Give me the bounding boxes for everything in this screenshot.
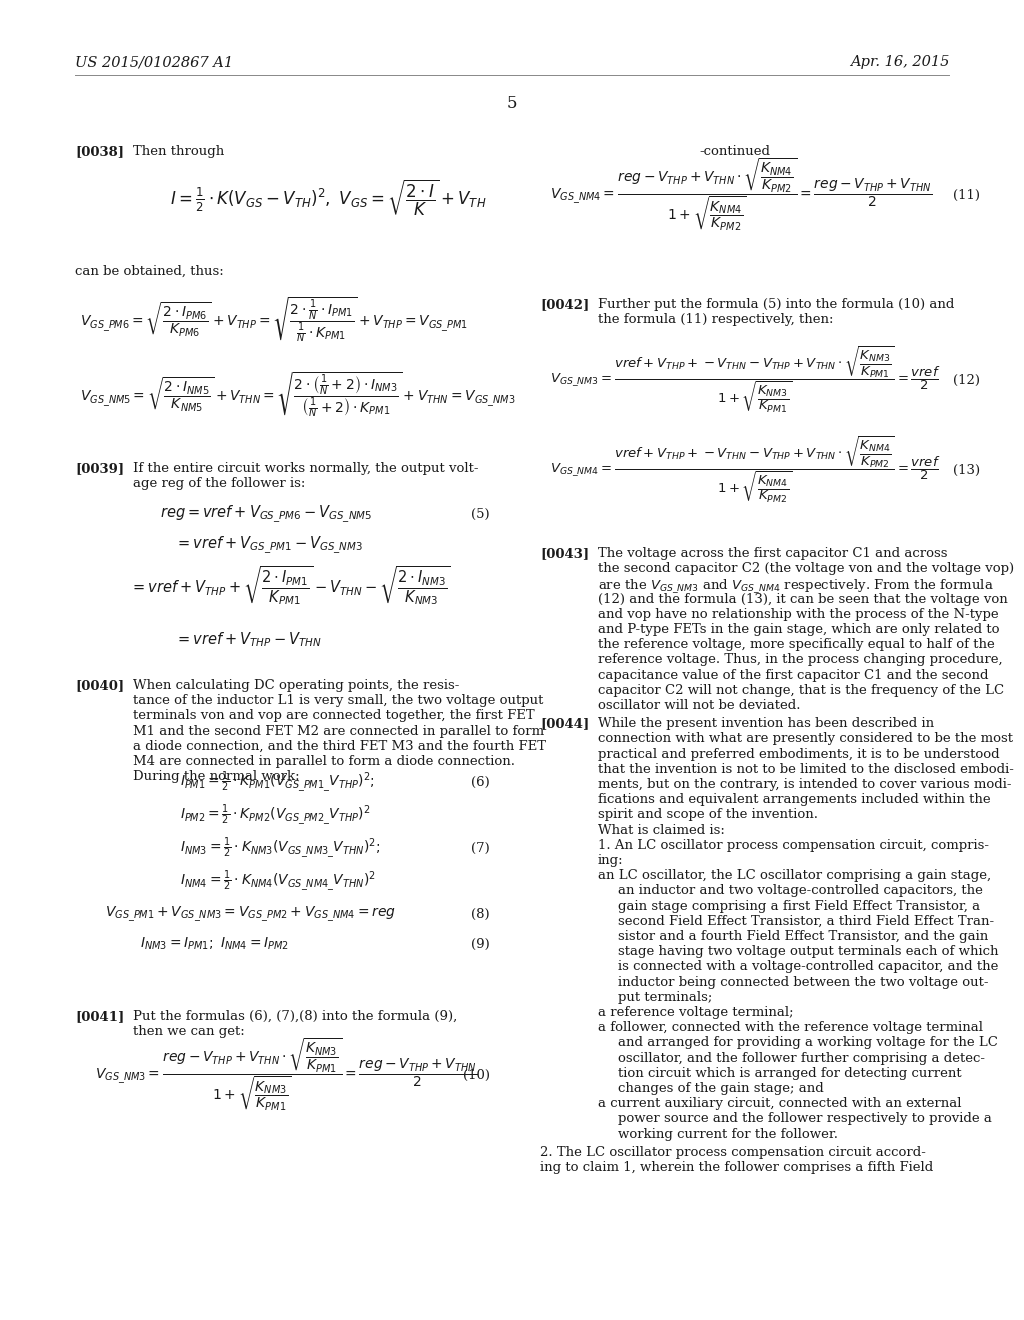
Text: $V_{GS\_NM3} = \dfrac{vref + V_{THP} + -V_{THN} - V_{THP} + V_{THN} \cdot \sqrt{: $V_{GS\_NM3} = \dfrac{vref + V_{THP} + -…: [550, 345, 940, 416]
Text: are the $V_{GS\_NM3}$ and $V_{GS\_NM4}$ respectively. From the formula: are the $V_{GS\_NM3}$ and $V_{GS\_NM4}$ …: [598, 577, 993, 595]
Text: ments, but on the contrary, is intended to cover various modi-: ments, but on the contrary, is intended …: [598, 777, 1012, 791]
Text: (11): (11): [953, 189, 980, 202]
Text: While the present invention has been described in: While the present invention has been des…: [598, 717, 934, 730]
Text: 1. An LC oscillator process compensation circuit, compris-: 1. An LC oscillator process compensation…: [598, 838, 989, 851]
Text: [0044]: [0044]: [540, 717, 589, 730]
Text: capacitor C2 will not change, that is the frequency of the LC: capacitor C2 will not change, that is th…: [598, 684, 1005, 697]
Text: $I_{NM4} = \frac{1}{2} \cdot K_{NM4}(V_{GS\_NM4\_}V_{THN})^2$: $I_{NM4} = \frac{1}{2} \cdot K_{NM4}(V_{…: [180, 869, 376, 894]
Text: $I_{NM3} = I_{PM1};\ I_{NM4} = I_{PM2}$: $I_{NM3} = I_{PM1};\ I_{NM4} = I_{PM2}$: [140, 936, 289, 952]
Text: (7): (7): [471, 842, 490, 854]
Text: $V_{GS\_PM6} = \sqrt{\dfrac{2 \cdot I_{PM6}}{K_{PM6}}} + V_{THP} = \sqrt{\dfrac{: $V_{GS\_PM6} = \sqrt{\dfrac{2 \cdot I_{P…: [80, 296, 468, 345]
Text: ing:: ing:: [598, 854, 624, 867]
Text: an LC oscillator, the LC oscillator comprising a gain stage,: an LC oscillator, the LC oscillator comp…: [598, 869, 991, 882]
Text: (5): (5): [471, 507, 490, 520]
Text: (6): (6): [471, 776, 490, 788]
Text: (10): (10): [463, 1068, 490, 1081]
Text: capacitance value of the first capacitor C1 and the second: capacitance value of the first capacitor…: [598, 669, 988, 681]
Text: [0043]: [0043]: [540, 546, 589, 560]
Text: M1 and the second FET M2 are connected in parallel to form: M1 and the second FET M2 are connected i…: [133, 725, 544, 738]
Text: $reg = vref + V_{GS\_PM6} - V_{GS\_NM5}$: $reg = vref + V_{GS\_PM6} - V_{GS\_NM5}$: [160, 503, 372, 524]
Text: that the invention is not to be limited to the disclosed embodi-: that the invention is not to be limited …: [598, 763, 1014, 776]
Text: [0042]: [0042]: [540, 298, 589, 312]
Text: second Field Effect Transistor, a third Field Effect Tran-: second Field Effect Transistor, a third …: [618, 915, 994, 928]
Text: working current for the follower.: working current for the follower.: [618, 1127, 838, 1140]
Text: age reg of the follower is:: age reg of the follower is:: [133, 477, 305, 490]
Text: (13): (13): [953, 463, 980, 477]
Text: a reference voltage terminal;: a reference voltage terminal;: [598, 1006, 794, 1019]
Text: $I = \frac{1}{2} \cdot K(V_{GS} - V_{TH})^2, \ V_{GS} = \sqrt{\dfrac{2 \cdot I}{: $I = \frac{1}{2} \cdot K(V_{GS} - V_{TH}…: [170, 178, 486, 218]
Text: then we can get:: then we can get:: [133, 1026, 245, 1038]
Text: an inductor and two voltage-controlled capacitors, the: an inductor and two voltage-controlled c…: [618, 884, 983, 898]
Text: and P-type FETs in the gain stage, which are only related to: and P-type FETs in the gain stage, which…: [598, 623, 999, 636]
Text: is connected with a voltage-controlled capacitor, and the: is connected with a voltage-controlled c…: [618, 961, 998, 973]
Text: fications and equivalent arrangements included within the: fications and equivalent arrangements in…: [598, 793, 990, 807]
Text: $V_{GS\_PM1} + V_{GS\_NM3} = V_{GS\_PM2} + V_{GS\_NM4} = reg$: $V_{GS\_PM1} + V_{GS\_NM3} = V_{GS\_PM2}…: [105, 904, 396, 924]
Text: Then through: Then through: [133, 145, 224, 158]
Text: When calculating DC operating points, the resis-: When calculating DC operating points, th…: [133, 678, 460, 692]
Text: $I_{PM1} = \frac{1}{2} \cdot K_{PM1}(V_{GS\_PM1\_}V_{THP})^2;$: $I_{PM1} = \frac{1}{2} \cdot K_{PM1}(V_{…: [180, 770, 375, 795]
Text: During the normal work:: During the normal work:: [133, 770, 300, 783]
Text: (12): (12): [953, 374, 980, 387]
Text: If the entire circuit works normally, the output volt-: If the entire circuit works normally, th…: [133, 462, 478, 475]
Text: (12) and the formula (13), it can be seen that the voltage von: (12) and the formula (13), it can be see…: [598, 593, 1008, 606]
Text: tance of the inductor L1 is very small, the two voltage output: tance of the inductor L1 is very small, …: [133, 694, 544, 708]
Text: inductor being connected between the two voltage out-: inductor being connected between the two…: [618, 975, 988, 989]
Text: [0038]: [0038]: [75, 145, 124, 158]
Text: $= vref + V_{THP} + \sqrt{\dfrac{2 \cdot I_{PM1}}{K_{PM1}}} - V_{THN} - \sqrt{\d: $= vref + V_{THP} + \sqrt{\dfrac{2 \cdot…: [130, 565, 451, 607]
Text: gain stage comprising a first Field Effect Transistor, a: gain stage comprising a first Field Effe…: [618, 900, 980, 912]
Text: $V_{GS\_NM4} = \dfrac{vref + V_{THP} + -V_{THN} - V_{THP} + V_{THN} \cdot \sqrt{: $V_{GS\_NM4} = \dfrac{vref + V_{THP} + -…: [550, 434, 940, 506]
Text: Apr. 16, 2015: Apr. 16, 2015: [850, 55, 949, 69]
Text: and arranged for providing a working voltage for the LC: and arranged for providing a working vol…: [618, 1036, 997, 1049]
Text: the second capacitor C2 (the voltage von and the voltage vop): the second capacitor C2 (the voltage von…: [598, 562, 1014, 576]
Text: US 2015/0102867 A1: US 2015/0102867 A1: [75, 55, 233, 69]
Text: spirit and scope of the invention.: spirit and scope of the invention.: [598, 808, 818, 821]
Text: a current auxiliary circuit, connected with an external: a current auxiliary circuit, connected w…: [598, 1097, 962, 1110]
Text: ing to claim 1, wherein the follower comprises a fifth Field: ing to claim 1, wherein the follower com…: [540, 1160, 933, 1173]
Text: Further put the formula (5) into the formula (10) and: Further put the formula (5) into the for…: [598, 298, 954, 312]
Text: and vop have no relationship with the process of the N-type: and vop have no relationship with the pr…: [598, 607, 998, 620]
Text: oscillator will not be deviated.: oscillator will not be deviated.: [598, 700, 801, 711]
Text: M4 are connected in parallel to form a diode connection.: M4 are connected in parallel to form a d…: [133, 755, 515, 768]
Text: reference voltage. Thus, in the process changing procedure,: reference voltage. Thus, in the process …: [598, 653, 1002, 667]
Text: sistor and a fourth Field Effect Transistor, and the gain: sistor and a fourth Field Effect Transis…: [618, 931, 988, 942]
Text: [0039]: [0039]: [75, 462, 124, 475]
Text: (9): (9): [471, 937, 490, 950]
Text: connection with what are presently considered to be the most: connection with what are presently consi…: [598, 733, 1013, 746]
Text: The voltage across the first capacitor C1 and across: The voltage across the first capacitor C…: [598, 546, 947, 560]
Text: can be obtained, thus:: can be obtained, thus:: [75, 265, 224, 279]
Text: tion circuit which is arranged for detecting current: tion circuit which is arranged for detec…: [618, 1067, 962, 1080]
Text: $I_{PM2} = \frac{1}{2} \cdot K_{PM2}(V_{GS\_PM2\_}V_{THP})^2$: $I_{PM2} = \frac{1}{2} \cdot K_{PM2}(V_{…: [180, 803, 371, 828]
Text: a follower, connected with the reference voltage terminal: a follower, connected with the reference…: [598, 1022, 983, 1034]
Text: Put the formulas (6), (7),(8) into the formula (9),: Put the formulas (6), (7),(8) into the f…: [133, 1010, 458, 1023]
Text: [0041]: [0041]: [75, 1010, 124, 1023]
Text: -continued: -continued: [699, 145, 770, 158]
Text: put terminals;: put terminals;: [618, 991, 713, 1003]
Text: 5: 5: [507, 95, 517, 112]
Text: $V_{GS\_NM4} = \dfrac{reg - V_{THP} + V_{THN} \cdot \sqrt{\dfrac{K_{NM4}}{K_{PM2: $V_{GS\_NM4} = \dfrac{reg - V_{THP} + V_…: [550, 157, 932, 234]
Text: [0040]: [0040]: [75, 678, 124, 692]
Text: the formula (11) respectively, then:: the formula (11) respectively, then:: [598, 313, 834, 326]
Text: oscillator, and the follower further comprising a detec-: oscillator, and the follower further com…: [618, 1052, 985, 1065]
Text: $V_{GS\_NM3} = \dfrac{reg - V_{THP} + V_{THN} \cdot \sqrt{\dfrac{K_{NM3}}{K_{PM1: $V_{GS\_NM3} = \dfrac{reg - V_{THP} + V_…: [95, 1036, 477, 1113]
Text: What is claimed is:: What is claimed is:: [598, 824, 725, 837]
Text: practical and preferred embodiments, it is to be understood: practical and preferred embodiments, it …: [598, 747, 999, 760]
Text: $I_{NM3} = \frac{1}{2} \cdot K_{NM3}(V_{GS\_NM3\_}V_{THN})^2;$: $I_{NM3} = \frac{1}{2} \cdot K_{NM3}(V_{…: [180, 836, 381, 861]
Text: $V_{GS\_NM5} = \sqrt{\dfrac{2 \cdot I_{NM5}}{K_{NM5}}} + V_{THN} = \sqrt{\dfrac{: $V_{GS\_NM5} = \sqrt{\dfrac{2 \cdot I_{N…: [80, 371, 516, 420]
Text: $= vref + V_{GS\_PM1} - V_{GS\_NM3}$: $= vref + V_{GS\_PM1} - V_{GS\_NM3}$: [175, 535, 362, 556]
Text: the reference voltage, more specifically equal to half of the: the reference voltage, more specifically…: [598, 638, 994, 651]
Text: a diode connection, and the third FET M3 and the fourth FET: a diode connection, and the third FET M3…: [133, 739, 546, 752]
Text: $= vref + V_{THP} - V_{THN}$: $= vref + V_{THP} - V_{THN}$: [175, 631, 322, 649]
Text: terminals von and vop are connected together, the first FET: terminals von and vop are connected toge…: [133, 709, 535, 722]
Text: (8): (8): [471, 908, 490, 920]
Text: 2. The LC oscillator process compensation circuit accord-: 2. The LC oscillator process compensatio…: [540, 1146, 926, 1159]
Text: stage having two voltage output terminals each of which: stage having two voltage output terminal…: [618, 945, 998, 958]
Text: power source and the follower respectively to provide a: power source and the follower respective…: [618, 1113, 992, 1126]
Text: changes of the gain stage; and: changes of the gain stage; and: [618, 1082, 823, 1096]
